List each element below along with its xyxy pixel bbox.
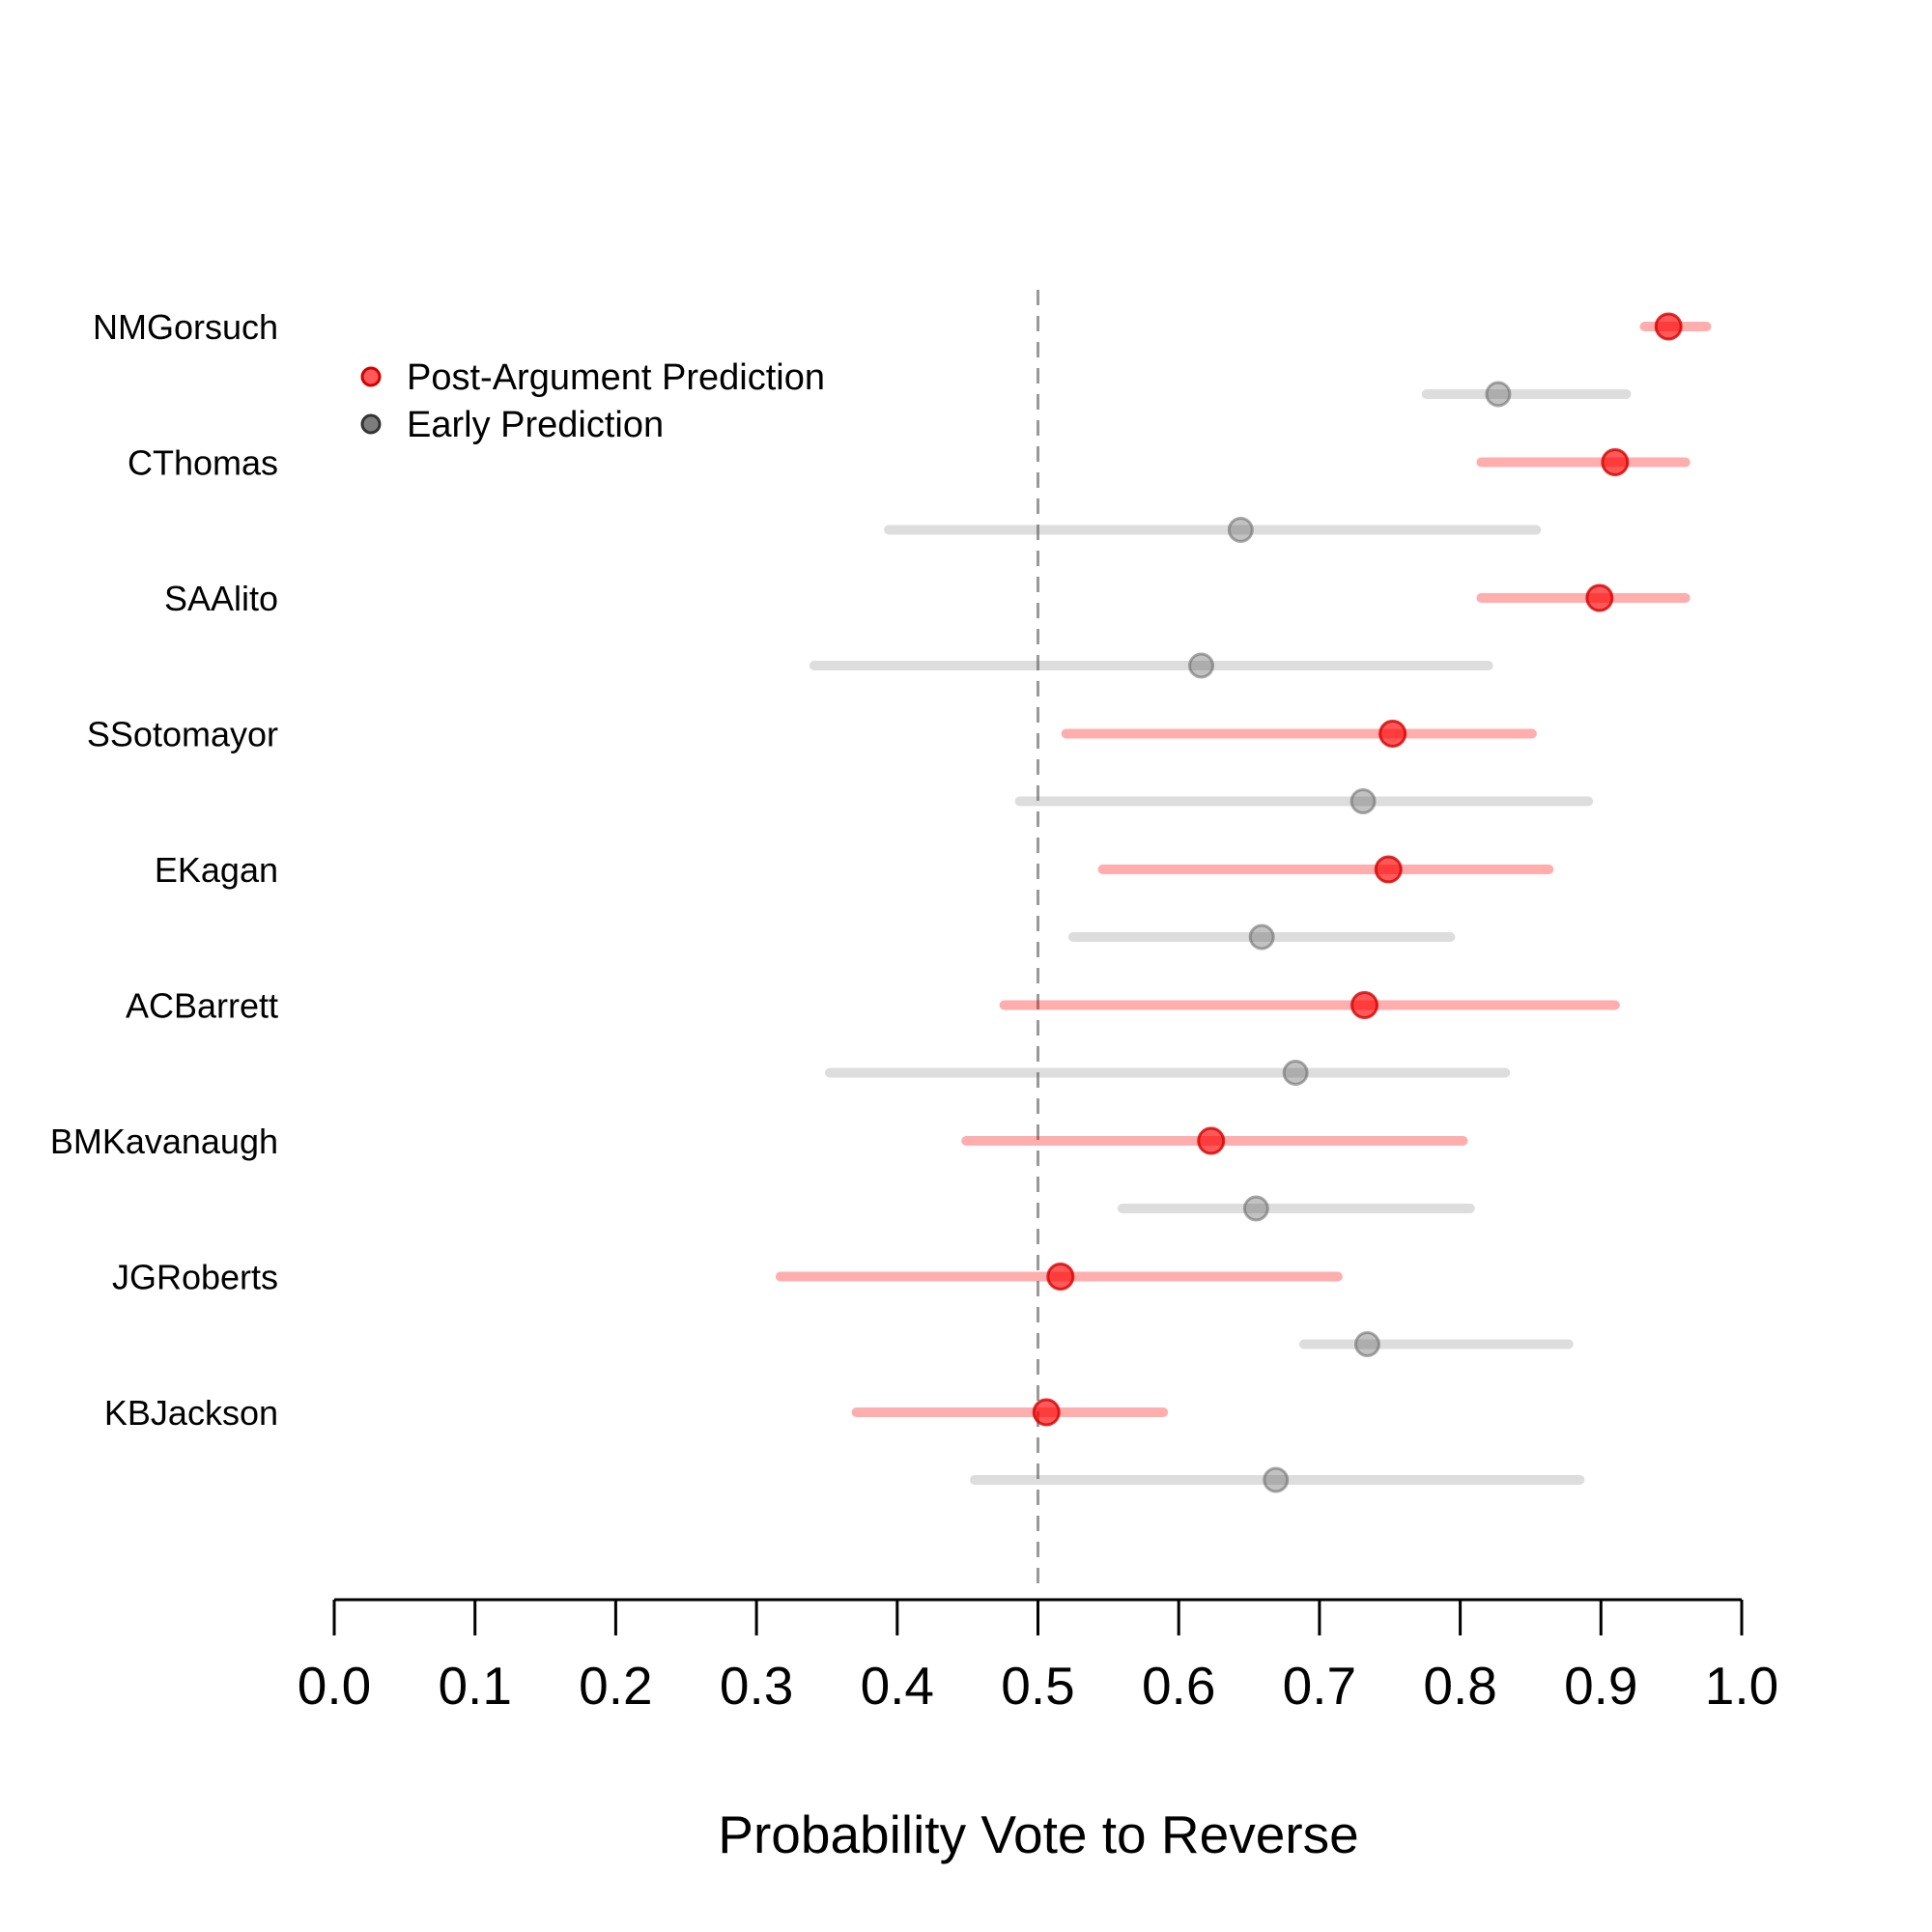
x-tick-label: 0.4 bbox=[861, 1656, 934, 1716]
justice-labels: NMGorsuch CThomas SAAlito SSotomayor EKagan A… bbox=[50, 307, 278, 1433]
x-tick-label: 0.3 bbox=[720, 1656, 793, 1716]
post-point-cthomas bbox=[1601, 448, 1630, 476]
justice-label-jgroberts: JGRoberts bbox=[112, 1258, 278, 1297]
early-point-nmgorsuch bbox=[1485, 381, 1512, 408]
legend-label-early: Early Prediction bbox=[407, 405, 664, 445]
legend-label-post: Post-Argument Prediction bbox=[407, 357, 825, 398]
post-point-ssotomayor bbox=[1378, 720, 1407, 748]
x-tick-label: 0.9 bbox=[1564, 1656, 1637, 1716]
justice-label-cthomas: CThomas bbox=[128, 443, 278, 483]
x-axis-title: Probability Vote to Reverse bbox=[718, 1804, 1358, 1864]
justice-label-nmgorsuch: NMGorsuch bbox=[93, 307, 278, 347]
x-tick-label: 0.7 bbox=[1283, 1656, 1356, 1716]
x-tick-label: 0.6 bbox=[1142, 1656, 1215, 1716]
post-point-acbarrett bbox=[1350, 991, 1379, 1019]
early-point-cthomas bbox=[1227, 517, 1254, 543]
early-point-kbjackson bbox=[1263, 1466, 1290, 1493]
justice-label-saalito: SAAlito bbox=[164, 579, 278, 618]
post-point-bmkavanaugh bbox=[1197, 1126, 1226, 1155]
early-point-ekagan bbox=[1248, 923, 1275, 951]
justice-label-acbarrett: ACBarrett bbox=[126, 986, 278, 1026]
legend-marker-post bbox=[360, 366, 382, 387]
x-tick-label: 0.1 bbox=[438, 1656, 511, 1716]
marks-layer bbox=[775, 312, 1712, 1493]
post-point-saalito bbox=[1585, 583, 1614, 612]
x-tick-label: 0.2 bbox=[579, 1656, 652, 1716]
early-point-ssotomayor bbox=[1350, 788, 1377, 814]
post-point-nmgorsuch bbox=[1654, 312, 1683, 341]
post-point-ekagan bbox=[1374, 855, 1403, 884]
justice-label-kbjackson: KBJackson bbox=[104, 1393, 278, 1433]
post-point-jgroberts bbox=[1046, 1263, 1075, 1291]
x-axis: 0.0 0.1 0.2 0.3 0.4 0.5 0.6 0.7 0.8 0.9 1.0 bbox=[298, 1598, 1778, 1716]
early-point-saalito bbox=[1188, 652, 1215, 679]
post-point-kbjackson bbox=[1032, 1398, 1061, 1427]
legend: Post-Argument Prediction Early Prediction bbox=[360, 357, 825, 445]
x-tick-label: 1.0 bbox=[1705, 1656, 1778, 1716]
x-tick-label: 0.8 bbox=[1423, 1656, 1496, 1716]
justice-label-bmkavanaugh: BMKavanaugh bbox=[50, 1122, 278, 1161]
early-point-acbarrett bbox=[1282, 1060, 1309, 1086]
x-tick-label: 0.5 bbox=[1001, 1656, 1074, 1716]
justice-label-ssotomayor: SSotomayor bbox=[87, 715, 278, 754]
x-tick-label: 0.0 bbox=[298, 1656, 371, 1716]
justice-label-ekagan: EKagan bbox=[155, 850, 278, 890]
legend-marker-early bbox=[360, 413, 382, 435]
early-point-bmkavanaugh bbox=[1242, 1195, 1269, 1222]
early-point-jgroberts bbox=[1353, 1331, 1380, 1357]
